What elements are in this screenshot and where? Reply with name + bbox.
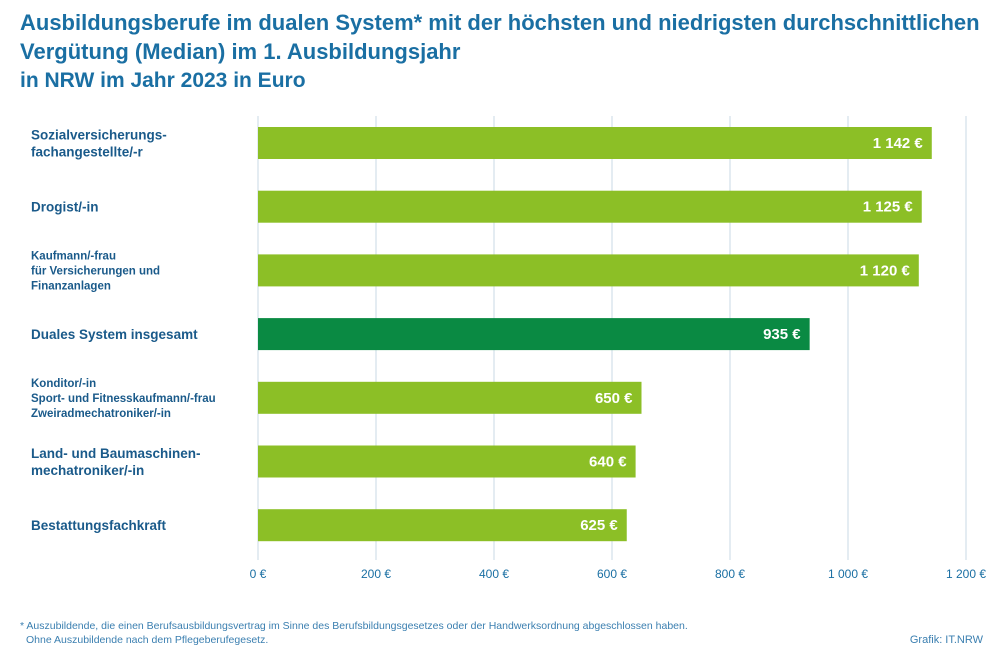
footnote: * Auszubildende, die einen Berufsausbild… — [20, 619, 880, 647]
bar — [258, 445, 636, 478]
category-label: Drogist/-in — [31, 200, 99, 215]
x-tick-label: 1 000 € — [828, 567, 868, 581]
chart-subtitle: in NRW im Jahr 2023 in Euro — [20, 69, 306, 92]
category-label: Kaufmann/-frau für Versicherungen und Fina… — [31, 251, 160, 293]
x-tick-label: 1 200 € — [946, 567, 986, 581]
bar-highlight — [258, 318, 810, 351]
value-label: 625 € — [580, 517, 618, 534]
source-credit: Grafik: IT.NRW — [909, 634, 983, 646]
value-label: 935 € — [763, 326, 801, 343]
bar — [258, 127, 932, 159]
bar — [258, 509, 627, 542]
category-label: Land- und Baumaschinen-mechatroniker/-in — [31, 446, 201, 478]
x-tick-label: 800 € — [715, 567, 745, 581]
x-tick-label: 0 € — [250, 567, 267, 581]
x-tick-label: 200 € — [361, 567, 391, 581]
chart-title: Ausbildungsberufe im dualen System* mit … — [20, 10, 980, 64]
bar — [258, 190, 922, 223]
bar — [258, 381, 642, 414]
value-label: 1 125 € — [863, 199, 914, 216]
x-tick-label: 400 € — [479, 567, 509, 581]
x-tick-label: 600 € — [597, 567, 627, 581]
value-label: 650 € — [595, 390, 633, 407]
value-label: 1 142 € — [873, 135, 924, 152]
value-label: 1 120 € — [860, 262, 911, 279]
bar — [258, 254, 919, 287]
footnote-line-2: Ohne Auszubildende nach dem Pflegeberufe… — [26, 634, 269, 646]
category-label: Sozialversicherungs-fachangestellte/-r — [31, 127, 167, 159]
category-label: Konditor/-in Sport- und Fitnesskaufmann/-… — [31, 378, 216, 420]
bar-chart: 0 € 200 € 400 € 600 € 800 € 1 000 € 1 200 € 1 1… — [31, 116, 986, 581]
category-label: Bestattungsfachkraft — [31, 518, 167, 533]
footnote-line-1: * Auszubildende, die einen Berufsausbild… — [20, 620, 688, 632]
value-label: 640 € — [589, 454, 627, 471]
category-label: Duales System insgesamt — [31, 327, 198, 342]
